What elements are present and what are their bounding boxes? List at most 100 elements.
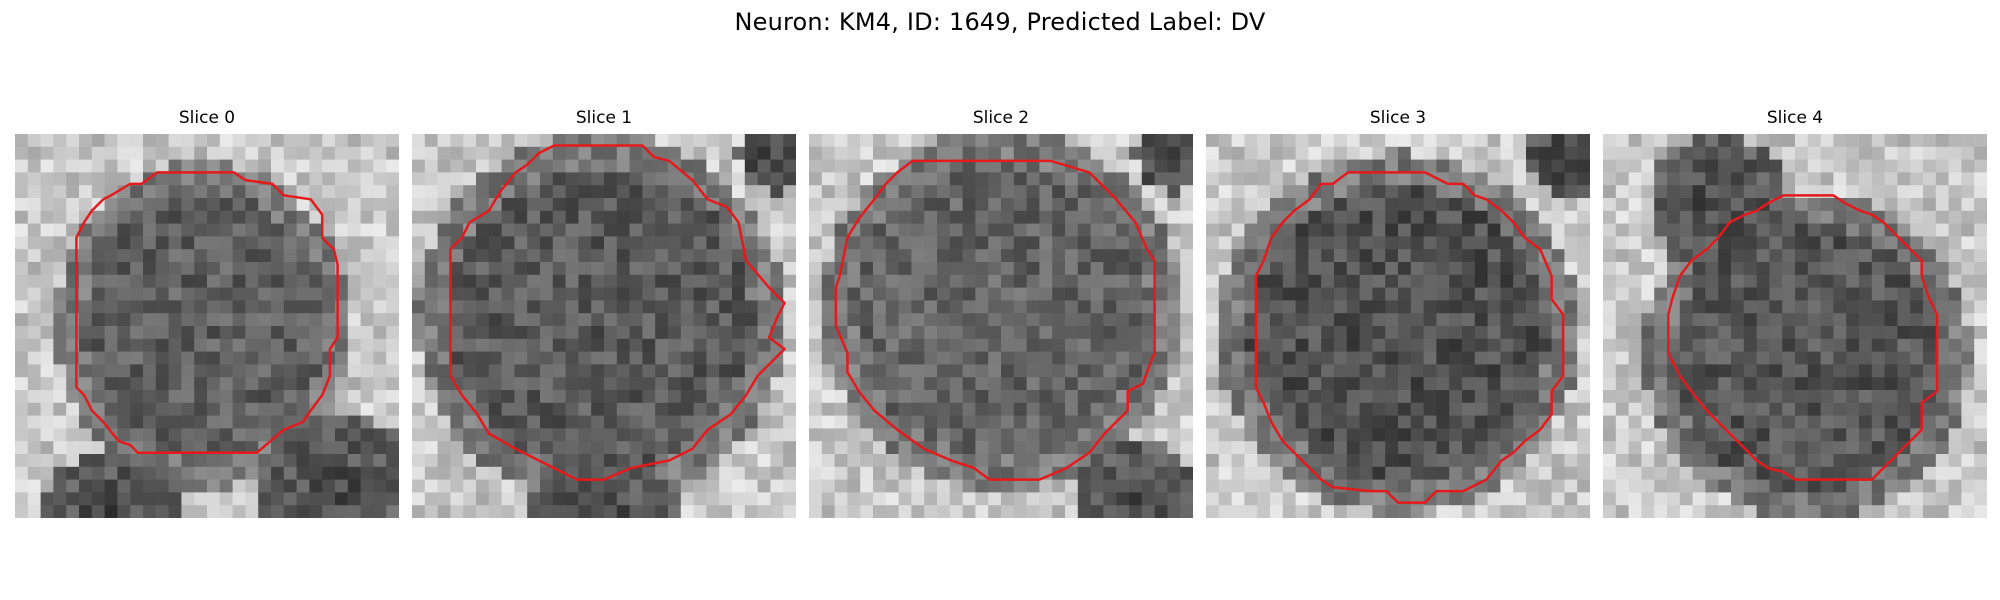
pixel-cell [1538, 287, 1552, 301]
pixel-cell [1615, 402, 1629, 416]
pixel-cell [527, 300, 541, 314]
pixel-cell [143, 210, 157, 224]
pixel-cell [1410, 146, 1424, 160]
pixel-cell [1039, 300, 1053, 314]
pixel-cell [373, 428, 387, 442]
pixel-cell [1423, 198, 1437, 212]
pixel-cell [15, 441, 29, 455]
pixel-cell [245, 249, 259, 263]
pixel-cell [91, 146, 105, 160]
pixel-cell [1743, 274, 1757, 288]
pixel-cell [962, 262, 976, 276]
pixel-cell [181, 441, 195, 455]
pixel-cell [1859, 249, 1873, 263]
pixel-cell [27, 146, 41, 160]
pixel-cell [1231, 249, 1245, 263]
pixel-cell [1743, 351, 1757, 365]
pixel-cell [1692, 172, 1706, 186]
pixel-cell [1807, 172, 1821, 186]
pixel-cell [1295, 326, 1309, 340]
pixel-cell [373, 364, 387, 378]
pixel-cell [168, 236, 182, 250]
pixel-cell [437, 198, 451, 212]
pixel-cell [1782, 146, 1796, 160]
pixel-cell [1026, 223, 1040, 237]
pixel-cell [744, 185, 758, 199]
pixel-cell [283, 454, 297, 468]
pixel-cell [1526, 287, 1540, 301]
pixel-cell [1961, 428, 1975, 442]
pixel-cell [1846, 454, 1860, 468]
pixel-cell [1282, 454, 1296, 468]
pixel-cell [1462, 223, 1476, 237]
pixel-cell [1346, 274, 1360, 288]
pixel-cell [873, 262, 887, 276]
pixel-cell [207, 274, 221, 288]
pixel-cell [1359, 198, 1373, 212]
pixel-cell [1603, 210, 1617, 224]
pixel-cell [1795, 274, 1809, 288]
pixel-cell [1705, 300, 1719, 314]
pixel-cell [1487, 466, 1501, 480]
pixel-cell [1679, 146, 1693, 160]
pixel-cell [1308, 338, 1322, 352]
pixel-cell [1923, 377, 1937, 391]
pixel-cell [117, 159, 131, 173]
pixel-cell [322, 262, 336, 276]
pixel-cell [757, 198, 771, 212]
pixel-cell [744, 466, 758, 480]
pixel-cell [1948, 134, 1962, 148]
pixel-cell [629, 249, 643, 263]
pixel-cell [924, 159, 938, 173]
pixel-cell [578, 441, 592, 455]
pixel-cell [219, 415, 233, 429]
pixel-cell [1795, 479, 1809, 493]
pixel-cell [412, 313, 426, 327]
pixel-cell [1026, 441, 1040, 455]
pixel-cell [1948, 210, 1962, 224]
pixel-cell [873, 479, 887, 493]
pixel-cell [1538, 236, 1552, 250]
pixel-cell [1116, 326, 1130, 340]
pixel-cell [412, 390, 426, 404]
pixel-cell [860, 134, 874, 148]
pixel-cell [104, 198, 118, 212]
pixel-cell [732, 364, 746, 378]
pixel-cell [1564, 492, 1578, 506]
pixel-cell [1769, 287, 1783, 301]
pixel-cell [924, 134, 938, 148]
pixel-cell [450, 313, 464, 327]
pixel-cell [988, 274, 1002, 288]
pixel-cell [1782, 479, 1796, 493]
pixel-cell [386, 492, 399, 506]
pixel-cell [642, 274, 656, 288]
pixel-cell [53, 364, 67, 378]
pixel-cell [962, 300, 976, 314]
pixel-cell [1731, 185, 1745, 199]
pixel-cell [476, 466, 490, 480]
pixel-cell [309, 428, 323, 442]
pixel-cell [1334, 428, 1348, 442]
pixel-cell [476, 505, 490, 518]
pixel-cell [488, 351, 502, 365]
pixel-cell [501, 351, 515, 365]
pixel-cell [809, 146, 823, 160]
pixel-cell [1769, 479, 1783, 493]
pixel-cell [1154, 300, 1168, 314]
pixel-cell [565, 198, 579, 212]
pixel-cell [1846, 146, 1860, 160]
pixel-cell [1372, 377, 1386, 391]
pixel-cell [744, 198, 758, 212]
pixel-cell [1743, 300, 1757, 314]
pixel-cell [1001, 210, 1015, 224]
pixel-cell [450, 249, 464, 263]
pixel-cell [527, 172, 541, 186]
pixel-cell [335, 210, 349, 224]
pixel-cell [1820, 479, 1834, 493]
pixel-cell [79, 479, 93, 493]
pixel-cell [1628, 262, 1642, 276]
pixel-cell [1346, 505, 1360, 518]
pixel-cell [949, 262, 963, 276]
pixel-cell [1116, 185, 1130, 199]
pixel-cell [1974, 390, 1987, 404]
